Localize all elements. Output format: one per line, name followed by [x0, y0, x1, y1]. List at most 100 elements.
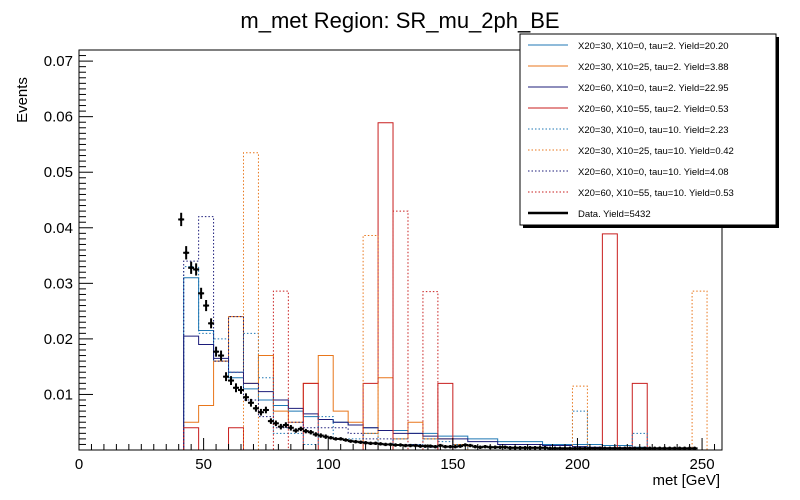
data-marker — [398, 443, 403, 447]
data-marker — [334, 437, 338, 441]
data-marker — [304, 429, 308, 433]
data-marker — [668, 446, 672, 450]
y-tick-label: 0.07 — [44, 53, 73, 70]
data-marker — [234, 386, 238, 390]
legend-label: X20=60, X10=55, tau=2. Yield=0.53 — [578, 104, 729, 115]
data-marker — [433, 445, 437, 449]
data-marker — [204, 303, 208, 308]
data-marker — [503, 445, 507, 449]
data-marker — [214, 350, 218, 354]
data-marker — [493, 445, 497, 449]
data-marker — [383, 442, 388, 447]
data-marker — [548, 446, 552, 450]
data-marker — [194, 267, 198, 272]
legend-entry: X20=30, X10=25, tau=10. Yield=0.42 — [528, 146, 734, 157]
data-point — [242, 393, 249, 402]
y-tick-label: 0.03 — [44, 275, 73, 292]
data-marker — [453, 445, 457, 449]
data-marker — [299, 427, 303, 431]
data-point — [272, 420, 279, 427]
data-point — [691, 446, 698, 450]
data-marker — [189, 266, 193, 270]
data-marker — [354, 440, 358, 444]
data-marker — [403, 443, 408, 448]
data-marker — [643, 446, 647, 450]
data-marker — [349, 439, 353, 443]
data-marker — [498, 445, 502, 449]
legend-entry: X20=60, X10=55, tau=2. Yield=0.53 — [528, 104, 729, 115]
data-marker — [423, 444, 428, 448]
legend-label: Data. Yield=5432 — [578, 209, 651, 220]
legend-entry: X20=30, X10=0, tau=10. Yield=2.23 — [528, 125, 729, 136]
data-marker — [319, 433, 323, 438]
data-point — [237, 386, 244, 394]
data-point — [198, 287, 205, 299]
legend-entry: X20=60, X10=0, tau=10. Yield=4.08 — [528, 167, 729, 178]
data-marker — [418, 444, 423, 448]
data-point — [252, 405, 259, 412]
data-points-layer — [178, 212, 698, 450]
x-tick-label: 50 — [195, 456, 212, 473]
data-point — [267, 418, 274, 424]
data-marker — [673, 446, 677, 450]
data-point — [302, 428, 309, 434]
data-point — [188, 261, 195, 274]
data-marker — [179, 217, 183, 222]
data-marker — [229, 378, 233, 383]
data-point — [282, 422, 289, 428]
data-marker — [568, 446, 572, 450]
data-marker — [314, 432, 318, 437]
data-marker — [648, 446, 652, 450]
data-marker — [593, 446, 597, 450]
y-tick-label: 0.06 — [44, 109, 73, 126]
data-marker — [683, 446, 687, 450]
data-point — [178, 212, 185, 227]
data-marker — [608, 446, 612, 450]
chart-title: m_met Region: SR_mu_2ph_BE — [240, 8, 559, 33]
y-tick-label: 0.01 — [44, 386, 73, 403]
x-axis-label: met [GeV] — [652, 472, 720, 489]
data-point — [277, 423, 284, 430]
data-point — [257, 408, 264, 416]
data-point — [292, 428, 299, 433]
legend-entry: X20=30, X10=25, tau=2. Yield=3.88 — [528, 62, 729, 73]
data-marker — [578, 446, 582, 450]
data-marker — [508, 446, 512, 450]
data-marker — [368, 441, 373, 445]
data-marker — [468, 443, 472, 448]
data-marker — [244, 395, 248, 399]
data-point — [247, 398, 254, 407]
data-point — [337, 437, 344, 441]
data-marker — [359, 440, 363, 444]
data-marker — [259, 410, 263, 414]
data-marker — [264, 408, 268, 412]
data-point — [287, 425, 294, 431]
data-point — [467, 443, 474, 448]
data-marker — [254, 406, 258, 410]
data-marker — [294, 428, 298, 433]
legend-label: X20=30, X10=0, tau=2. Yield=20.20 — [578, 41, 729, 52]
x-tick-label: 200 — [565, 456, 590, 473]
data-marker — [478, 445, 482, 449]
x-tick-label: 0 — [75, 456, 83, 473]
data-marker — [573, 446, 577, 450]
data-marker — [553, 446, 557, 450]
legend-label: X20=30, X10=25, tau=2. Yield=3.88 — [578, 62, 729, 73]
data-point — [317, 433, 324, 438]
data-point — [297, 426, 304, 432]
data-marker — [209, 321, 213, 325]
legend-entry: X20=60, X10=0, tau=2. Yield=22.95 — [528, 83, 729, 94]
data-marker — [239, 388, 243, 392]
data-marker — [378, 442, 383, 446]
y-tick-label: 0.04 — [44, 220, 73, 237]
data-marker — [483, 445, 487, 449]
x-tick-label: 250 — [690, 456, 715, 473]
data-point — [208, 318, 215, 329]
data-point — [357, 440, 364, 444]
data-marker — [658, 446, 662, 450]
data-point — [183, 246, 190, 260]
data-marker — [289, 426, 293, 430]
legend-label: X20=60, X10=0, tau=2. Yield=22.95 — [578, 83, 729, 94]
data-marker — [533, 446, 537, 450]
data-point — [307, 430, 314, 435]
